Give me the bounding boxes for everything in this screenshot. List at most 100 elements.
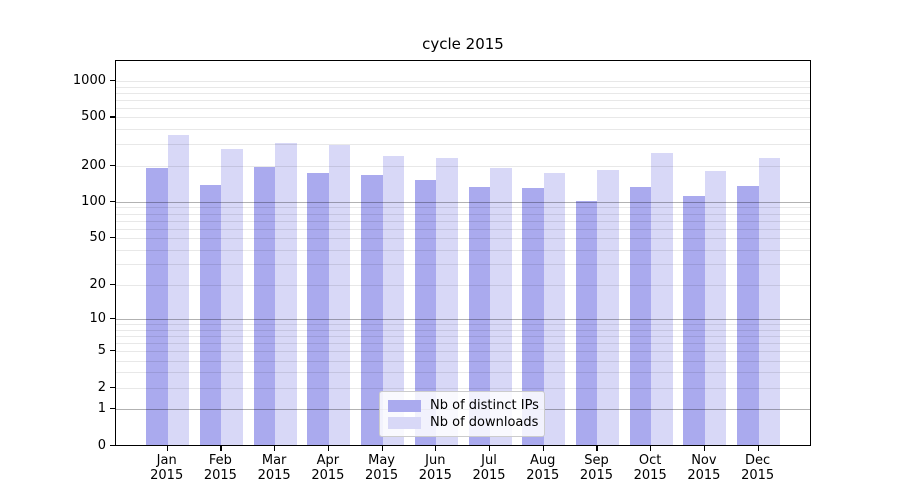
bar-dec-distinct-ips [737,185,759,445]
gridline-700 [116,99,810,101]
x-tick [274,446,276,451]
bar-feb-distinct-ips [199,184,222,445]
gridline-600 [116,107,810,109]
y-tick-label: 10 [89,310,106,326]
gridline-9 [116,324,810,325]
bar-dec-downloads [758,158,781,445]
gridline-10 [116,318,810,320]
gridline-50 [116,238,810,240]
gridline-20 [116,284,810,286]
x-tick-label-aug: Aug 2015 [526,453,560,483]
legend-row: Nb of downloads [388,414,539,431]
bar-oct-downloads [651,153,673,445]
bar-sep-downloads [597,169,619,445]
legend-swatch-downloads [388,416,421,429]
x-tick [757,446,759,451]
bar-apr-distinct-ips [307,172,329,445]
bar-jun-downloads [436,158,458,445]
bar-nov-distinct-ips [683,195,705,445]
gridline-5 [116,350,810,352]
y-tick-label: 200 [81,157,106,173]
legend-label-downloads: Nb of downloads [430,415,539,430]
bar-may-distinct-ips [361,175,383,445]
gridline-1000 [116,80,810,82]
bar-apr-downloads [328,145,351,445]
bar-nov-downloads [704,171,727,445]
x-tick-label-nov: Nov 2015 [687,453,721,483]
gridline-800 [116,92,810,94]
bar-jan-downloads [167,134,190,445]
bar-may-downloads [382,155,405,445]
x-tick [596,446,598,451]
bar-jul-downloads [490,167,512,445]
legend: Nb of distinct IPs Nb of downloads [379,391,545,437]
gridline-400 [116,129,810,131]
bar-aug-distinct-ips [522,188,544,445]
x-tick-label-apr: Apr 2015 [311,453,345,483]
y-tick [110,79,115,82]
gridline-70 [116,220,810,222]
x-tick [650,446,652,451]
x-tick [542,446,544,451]
legend-swatch-distinct-ips [388,399,421,412]
gridline-7 [116,335,810,337]
gridline-90 [116,207,810,209]
x-tick-label-oct: Oct 2015 [633,453,667,483]
bars-layer [116,61,810,445]
x-tick [327,446,330,451]
x-tick-label-sep: Sep 2015 [579,453,613,483]
bar-oct-distinct-ips [629,187,652,445]
plot-area [115,60,811,446]
bar-mar-distinct-ips [253,167,276,445]
legend-row: Nb of distinct IPs [388,397,539,414]
y-tick-label: 100 [81,193,106,209]
x-tick-label-feb: Feb 2015 [203,453,237,483]
y-tick [110,116,115,118]
x-tick-label-jun: Jun 2015 [418,453,452,483]
grid-layer [116,61,810,445]
bar-jul-distinct-ips [468,187,491,445]
gridline-60 [116,228,810,230]
gridline-200 [116,165,810,167]
y-tick-label: 2 [97,379,106,395]
bar-mar-downloads [275,142,297,445]
gridline-4 [116,360,810,362]
x-tick [220,446,222,451]
gridline-2 [116,387,810,389]
gridline-30 [116,264,810,266]
y-tick [110,407,115,410]
gridline-6 [116,342,810,344]
gridline-900 [116,86,810,88]
y-tick-label: 0 [97,437,106,453]
gridline-3 [116,372,810,374]
x-tick [703,446,706,451]
bar-jan-distinct-ips [146,167,168,445]
x-tick [435,446,437,451]
bar-aug-downloads [543,172,566,445]
y-tick [110,200,115,203]
bar-sep-distinct-ips [575,200,598,445]
bar-jun-distinct-ips [414,180,437,445]
gridline-500 [116,117,810,119]
y-tick-label: 1 [97,400,106,416]
y-tick [110,317,115,320]
y-tick-label: 500 [81,109,106,125]
y-tick [110,386,115,388]
y-tick-label: 20 [89,276,106,292]
gridline-80 [116,213,810,215]
x-tick-label-dec: Dec 2015 [741,453,775,483]
gridline-100 [116,201,810,203]
gridline-8 [116,329,810,331]
y-tick-label: 5 [97,342,106,358]
y-tick-label: 1000 [72,72,106,88]
y-tick [110,283,115,286]
bar-feb-downloads [221,149,243,445]
x-tick [381,446,383,451]
legend-label-distinct-ips: Nb of distinct IPs [430,398,539,413]
y-tick-label: 50 [89,230,106,246]
x-tick-label-mar: Mar 2015 [257,453,291,483]
x-tick-label-jan: Jan 2015 [150,453,184,483]
x-tick-label-may: May 2015 [365,453,399,483]
y-tick [110,164,115,166]
gridline-40 [116,249,810,251]
